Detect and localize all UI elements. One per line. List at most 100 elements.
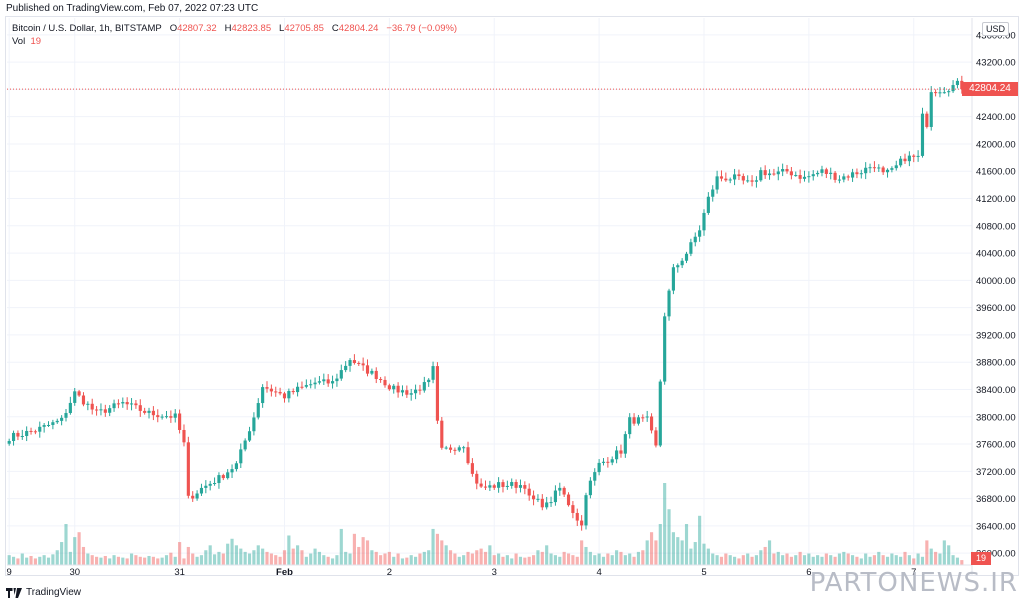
price-tick-label: 38000.00 (976, 412, 1016, 423)
volume-bar (221, 553, 225, 565)
candle-body (239, 449, 243, 464)
candle-body (562, 487, 566, 495)
candle-body (326, 379, 330, 384)
volume-bar (261, 548, 265, 565)
candle-body (221, 475, 225, 479)
candle-body (890, 168, 894, 170)
candle-body (798, 175, 802, 179)
volume-bar (344, 551, 348, 565)
volume-bar (95, 556, 99, 565)
volume-bar (785, 553, 789, 565)
price-tick-label: 36400.00 (976, 521, 1016, 532)
footer-brand: TradingView (26, 587, 82, 598)
volume-bar (173, 556, 177, 565)
volume-bar (711, 553, 715, 565)
candle-body (16, 432, 20, 437)
volume-bar (505, 555, 509, 565)
volume-bar (108, 558, 112, 565)
candle-body (925, 113, 929, 127)
candle-body (396, 385, 400, 393)
volume-bar (38, 556, 42, 565)
candle-body (623, 434, 627, 454)
footer[interactable]: TradingView (6, 587, 81, 598)
change-value: −36.79 (−0.09%) (386, 23, 458, 34)
candle-body (116, 403, 121, 405)
candle-body (916, 155, 920, 157)
volume-legend: Vol 19 (12, 36, 41, 47)
high-value: 42823.85 (231, 23, 272, 34)
candle-body (606, 461, 610, 463)
volume-bar (693, 542, 697, 565)
volume-bar (951, 555, 955, 565)
candle-body (191, 495, 195, 499)
volume-bar (278, 556, 282, 565)
volume-bar (947, 545, 951, 565)
candle-body (829, 172, 833, 174)
volume-bar (313, 548, 317, 565)
volume-bar (73, 537, 77, 565)
volume-bar (129, 553, 134, 565)
volume-bar (348, 553, 352, 565)
candle-body (724, 178, 728, 181)
candle-body (938, 92, 942, 94)
candle-body (759, 170, 763, 181)
volume-bar (352, 533, 356, 565)
volume-bar (405, 557, 409, 565)
symbol-legend: Bitcoin / U.S. Dollar, 1h, BITSTAMP O428… (12, 23, 457, 34)
high-label: H (224, 23, 232, 34)
volume-bar (715, 555, 719, 565)
volume-bar (191, 553, 195, 565)
candle-body (370, 370, 374, 374)
volume-bar (414, 556, 418, 565)
volume-bar (649, 532, 654, 565)
candle-body (816, 172, 820, 175)
candle-body (671, 267, 675, 291)
candle-body (601, 461, 606, 463)
volume-bar (134, 555, 138, 565)
candle-body (750, 180, 754, 182)
volume-bar (610, 555, 614, 565)
price-tick-label: 36800.00 (976, 494, 1016, 505)
volume-bar (440, 540, 444, 565)
candle-body (217, 475, 221, 484)
candle-body (309, 384, 313, 386)
candle-body (501, 482, 505, 487)
open-label: O (169, 23, 178, 34)
candle-body (514, 482, 518, 488)
candle-body (33, 431, 37, 433)
open-value: 42807.32 (177, 23, 217, 34)
volume-bar (55, 550, 59, 565)
volume-bar (16, 558, 20, 565)
volume-bar (894, 555, 898, 565)
volume-bar (247, 553, 252, 565)
candle-body (510, 482, 514, 486)
candle-body (960, 80, 964, 90)
volume-bar (523, 557, 527, 565)
candle-body (794, 175, 798, 177)
candle-body (737, 174, 741, 177)
volume-bar (689, 548, 693, 565)
volume-bar (29, 555, 33, 565)
volume-bar (470, 553, 474, 565)
candle-body (588, 480, 592, 496)
candles (7, 75, 964, 531)
candle-body (842, 176, 846, 180)
candle-body (947, 91, 951, 93)
volume-bar (728, 555, 732, 565)
candle-body (715, 176, 719, 190)
volume-bar (186, 546, 190, 565)
candle-body (475, 473, 479, 484)
volume-bar (514, 553, 518, 565)
candle-body (951, 85, 955, 92)
candle-body (619, 450, 623, 454)
candle-body (374, 370, 378, 380)
time-tick-label: 31 (174, 567, 185, 578)
currency-button[interactable]: USD (982, 22, 1010, 36)
candle-body (274, 391, 278, 393)
volume-bar (807, 553, 811, 565)
candle-body (466, 447, 470, 464)
candle-body (763, 170, 767, 176)
volume-bar (741, 555, 745, 565)
volume-bar (676, 537, 680, 565)
